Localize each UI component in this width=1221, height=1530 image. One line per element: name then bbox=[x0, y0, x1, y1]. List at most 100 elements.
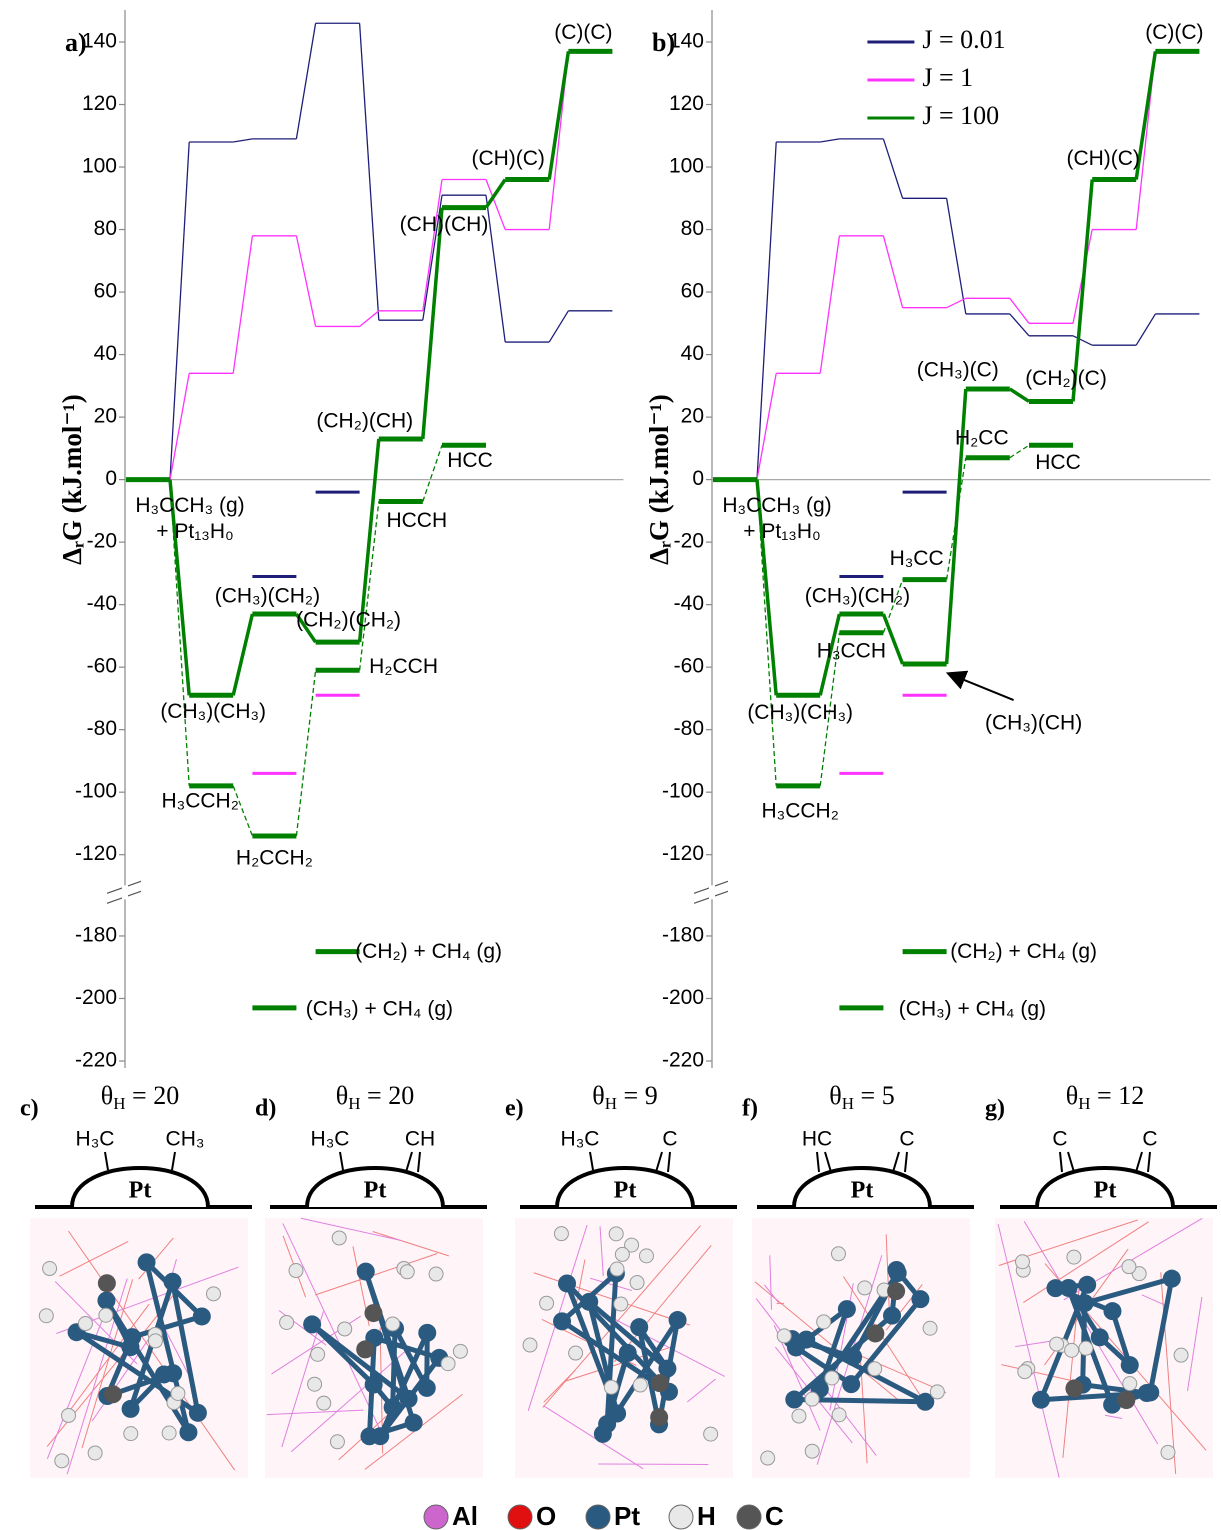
lattice bbox=[755, 1298, 877, 1456]
lattice bbox=[46, 1308, 108, 1460]
main-connector bbox=[944, 388, 968, 665]
atom bbox=[385, 1316, 401, 1332]
adsorbate-label: H₃C bbox=[561, 1128, 600, 1151]
atom-legend-swatch bbox=[585, 1504, 611, 1530]
cluster-label: Pt bbox=[1094, 1178, 1117, 1204]
atom bbox=[364, 1375, 383, 1394]
atom bbox=[164, 1364, 183, 1383]
atom bbox=[364, 1304, 383, 1323]
lattice bbox=[769, 1255, 772, 1310]
pt-bond bbox=[363, 1270, 411, 1400]
pt-bond bbox=[560, 1319, 671, 1394]
atom-legend-label: C bbox=[765, 1501, 784, 1530]
atom bbox=[137, 1253, 156, 1272]
atom bbox=[121, 1399, 140, 1418]
legend-label: J = 1 bbox=[922, 63, 973, 92]
alt-connector bbox=[945, 457, 967, 580]
atom-legend-label: O bbox=[536, 1501, 556, 1530]
atom bbox=[603, 1379, 619, 1395]
level-label: H₃CCH₂ bbox=[162, 789, 239, 812]
lattice bbox=[266, 1409, 364, 1416]
atom bbox=[668, 1311, 687, 1330]
atom bbox=[1078, 1275, 1097, 1294]
pt-bond bbox=[604, 1273, 619, 1425]
theta-label: θH = 12 bbox=[1066, 1081, 1144, 1113]
atom bbox=[418, 1323, 437, 1342]
atom bbox=[760, 1450, 776, 1466]
atom bbox=[632, 1377, 648, 1393]
lattice bbox=[1160, 1272, 1177, 1474]
level-label: (CH₃)(CH₃) bbox=[747, 701, 853, 724]
atom bbox=[1103, 1302, 1122, 1321]
level-label: (CH₃)(CH) bbox=[985, 712, 1082, 735]
y-tick-label: -40 bbox=[674, 592, 704, 615]
adsorbate-label: HC bbox=[802, 1128, 832, 1151]
level-label: H₂CCH bbox=[369, 655, 438, 678]
lattice bbox=[885, 1234, 890, 1315]
pt-bond bbox=[104, 1299, 191, 1434]
profile-connector bbox=[819, 235, 841, 374]
atom bbox=[192, 1307, 211, 1326]
level-label: H₂CCH₂ bbox=[236, 846, 313, 869]
atom bbox=[1014, 1254, 1030, 1270]
profile-connector bbox=[1009, 313, 1030, 337]
profile-connector bbox=[232, 235, 254, 374]
level-label: H₂CC bbox=[955, 426, 1009, 449]
atom bbox=[867, 1361, 883, 1377]
atom bbox=[1046, 1279, 1065, 1298]
y-axis-title: ΔᵣG (kJ.mol⁻¹) bbox=[57, 394, 87, 565]
pt-bond bbox=[1110, 1310, 1133, 1366]
atom bbox=[161, 1425, 177, 1441]
atom bbox=[837, 1300, 856, 1319]
atom bbox=[857, 1280, 873, 1296]
level-label: (CH)(C) bbox=[471, 147, 544, 170]
pt-bond bbox=[1084, 1276, 1173, 1306]
adsorbate-label: C bbox=[662, 1128, 677, 1151]
main-connector bbox=[294, 613, 318, 644]
atom bbox=[1117, 1391, 1136, 1410]
atom bbox=[1162, 1269, 1181, 1288]
atom bbox=[650, 1408, 669, 1427]
atom bbox=[638, 1248, 654, 1264]
lattice bbox=[59, 1241, 129, 1277]
profile-connector bbox=[945, 198, 967, 315]
panel-label: b) bbox=[652, 28, 675, 57]
main-connector bbox=[484, 178, 507, 209]
atom bbox=[1066, 1249, 1082, 1265]
y-tick-label: 140 bbox=[82, 30, 117, 53]
atom bbox=[553, 1312, 572, 1331]
atom bbox=[205, 1286, 221, 1302]
cluster-label: Pt bbox=[851, 1178, 874, 1204]
y-tick-label: -120 bbox=[662, 842, 704, 865]
atom bbox=[356, 1262, 375, 1281]
atom bbox=[163, 1272, 182, 1291]
pt-bond bbox=[794, 1345, 853, 1387]
lattice bbox=[372, 1231, 449, 1257]
atom bbox=[831, 1407, 847, 1423]
panel-label: f) bbox=[742, 1096, 758, 1122]
atom bbox=[329, 1434, 345, 1450]
atom bbox=[522, 1337, 538, 1353]
atom bbox=[1090, 1328, 1109, 1347]
lattice bbox=[1105, 1414, 1123, 1419]
profile-connector bbox=[295, 23, 317, 140]
level-label: (C)(C) bbox=[554, 21, 612, 44]
atom bbox=[331, 1230, 347, 1246]
profile-connector bbox=[169, 373, 190, 480]
atom bbox=[916, 1392, 935, 1411]
bond bbox=[589, 1151, 594, 1171]
atom-legend-label: Pt bbox=[614, 1501, 640, 1530]
atom bbox=[1065, 1379, 1084, 1398]
lattice bbox=[1141, 1294, 1169, 1308]
atom bbox=[98, 1307, 114, 1323]
cluster-label: Pt bbox=[364, 1178, 387, 1204]
level-label: (CH₃)(CH₃) bbox=[160, 700, 266, 723]
cluster-label: Pt bbox=[129, 1178, 152, 1204]
level-label: (CH₃)(C) bbox=[917, 359, 999, 382]
level-label: (CH₃) + CH₄ (g) bbox=[306, 997, 453, 1020]
pt-bond bbox=[75, 1329, 132, 1350]
alt-connector bbox=[1009, 444, 1030, 459]
atom bbox=[360, 1427, 379, 1446]
main-connector bbox=[1071, 179, 1094, 402]
level-label: (CH₃)(CH₂) bbox=[805, 585, 910, 608]
